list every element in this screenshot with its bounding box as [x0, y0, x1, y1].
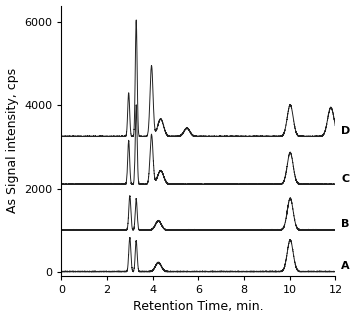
Y-axis label: As Signal intensity, cps: As Signal intensity, cps: [6, 68, 19, 213]
Text: C: C: [341, 174, 349, 183]
Text: B: B: [341, 219, 350, 229]
Text: A: A: [341, 261, 350, 271]
Text: D: D: [341, 126, 350, 136]
X-axis label: Retention Time, min.: Retention Time, min.: [133, 300, 264, 314]
